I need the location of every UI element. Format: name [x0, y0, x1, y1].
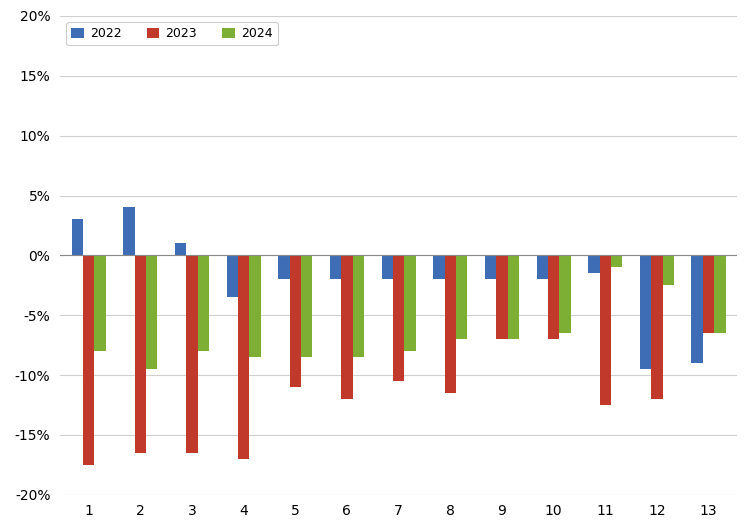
Bar	[198, 255, 209, 351]
Bar	[83, 255, 94, 465]
Bar	[559, 255, 571, 333]
Bar	[405, 255, 416, 351]
Bar	[71, 220, 83, 255]
Bar	[249, 255, 261, 357]
Bar	[611, 255, 622, 268]
Bar	[433, 255, 444, 279]
Bar	[330, 255, 341, 279]
Bar	[94, 255, 105, 351]
Bar	[536, 255, 548, 279]
Bar	[175, 244, 186, 255]
Bar	[238, 255, 249, 459]
Bar	[692, 255, 703, 363]
Bar	[714, 255, 726, 333]
Bar	[341, 255, 353, 399]
Bar	[444, 255, 456, 393]
Bar	[301, 255, 312, 357]
Bar	[548, 255, 559, 339]
Bar	[290, 255, 301, 387]
Legend: 2022, 2023, 2024: 2022, 2023, 2024	[66, 22, 277, 45]
Bar	[123, 207, 135, 255]
Bar	[381, 255, 393, 279]
Bar	[226, 255, 238, 297]
Bar	[135, 255, 146, 453]
Bar	[703, 255, 714, 333]
Bar	[146, 255, 157, 369]
Bar	[588, 255, 599, 273]
Bar	[599, 255, 611, 405]
Bar	[651, 255, 663, 399]
Bar	[278, 255, 290, 279]
Bar	[663, 255, 674, 285]
Bar	[508, 255, 519, 339]
Bar	[496, 255, 508, 339]
Bar	[485, 255, 496, 279]
Bar	[353, 255, 364, 357]
Bar	[456, 255, 467, 339]
Bar	[393, 255, 405, 381]
Bar	[186, 255, 198, 453]
Bar	[640, 255, 651, 369]
